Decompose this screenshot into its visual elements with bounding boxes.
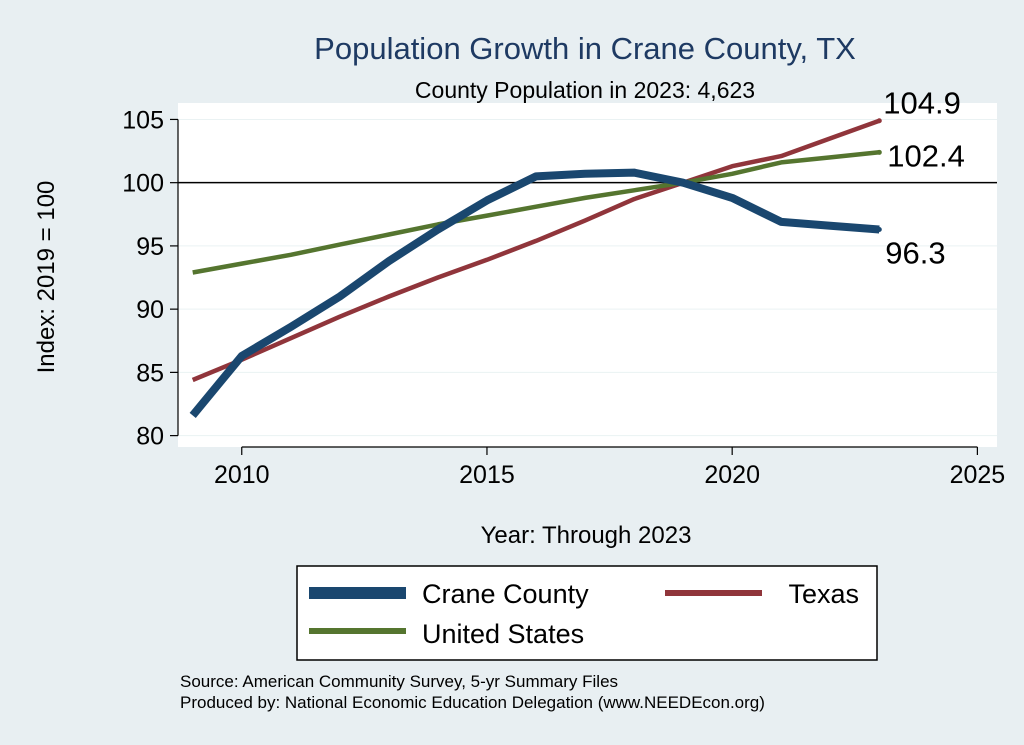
chart-subtitle: County Population in 2023: 4,623	[415, 77, 755, 103]
chart-title: Population Growth in Crane County, TX	[314, 31, 856, 66]
end-label: 96.3	[885, 235, 945, 270]
x-tick-label: 2015	[459, 461, 515, 489]
legend-box	[296, 565, 878, 661]
y-tick-label: 80	[136, 423, 164, 451]
series-line-2	[192, 150, 880, 275]
x-tick-label: 2025	[950, 461, 1006, 489]
legend-label: Texas	[788, 579, 859, 609]
series-end-point	[876, 226, 882, 232]
end-labels: 96.3 104.9 102.4	[883, 86, 965, 271]
y-tick-label: 105	[122, 106, 164, 134]
series-lines	[189, 118, 882, 418]
axes: 80 85 90 95 100 105 2010 2015 2020 2025	[122, 106, 1005, 489]
legend: Crane County Texas United States	[296, 565, 878, 661]
series-line-0	[189, 168, 880, 418]
series-line-1	[191, 118, 881, 383]
end-label: 104.9	[883, 86, 961, 121]
plot-area	[178, 103, 997, 447]
x-tick-label: 2010	[214, 461, 270, 489]
legend-label: Crane County	[422, 579, 589, 609]
y-tick-label: 90	[136, 296, 164, 324]
series-end-point	[876, 149, 882, 155]
legend-label: United States	[422, 619, 584, 649]
source-line-2: Produced by: National Economic Education…	[180, 693, 765, 712]
y-tick-label: 100	[122, 170, 164, 198]
y-tick-label: 95	[136, 233, 164, 261]
x-axis-label: Year: Through 2023	[481, 522, 692, 549]
x-tick-label: 2020	[704, 461, 760, 489]
source-line-1: Source: American Community Survey, 5-yr …	[180, 672, 618, 691]
y-tick-label: 85	[136, 359, 164, 387]
y-axis-label: Index: 2019 = 100	[33, 181, 60, 374]
series-end-point	[876, 118, 882, 124]
end-label: 102.4	[887, 138, 965, 173]
